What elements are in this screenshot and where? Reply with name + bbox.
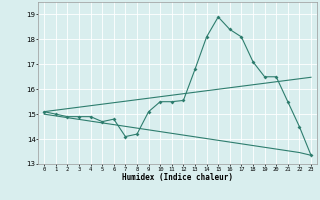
X-axis label: Humidex (Indice chaleur): Humidex (Indice chaleur)	[122, 173, 233, 182]
